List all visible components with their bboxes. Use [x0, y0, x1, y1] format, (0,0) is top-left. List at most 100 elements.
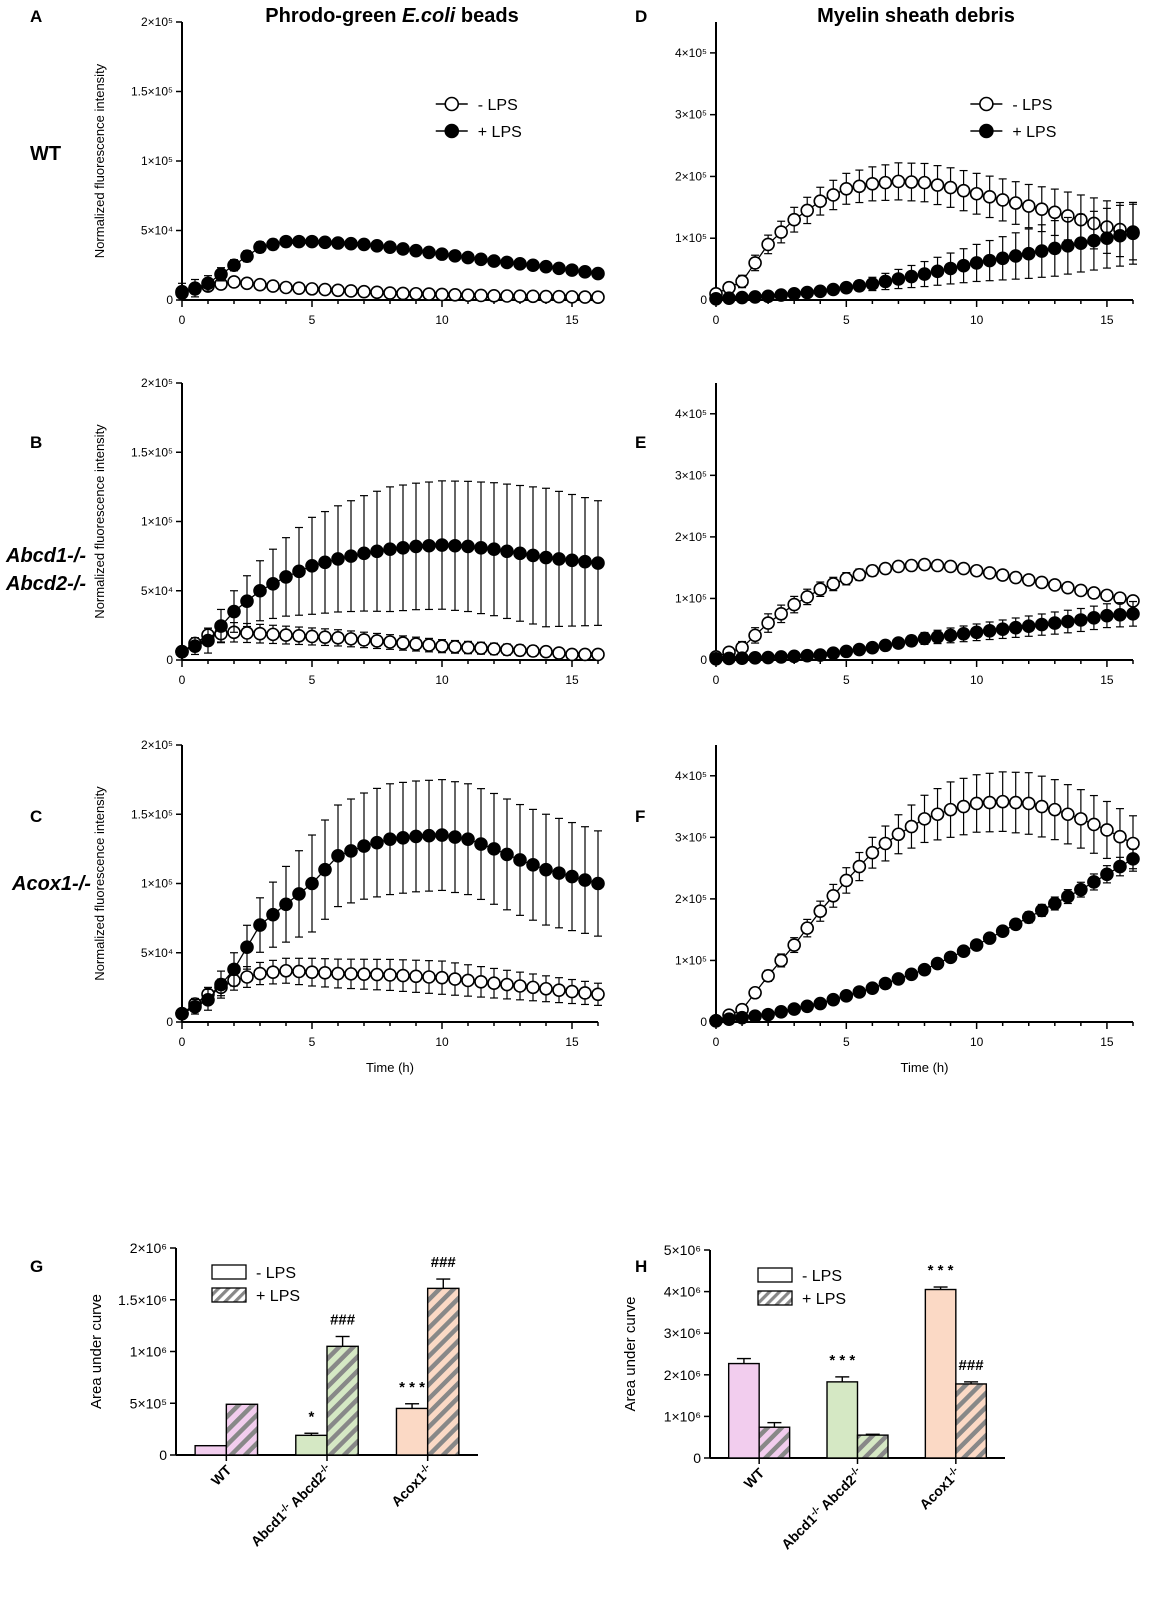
- x-tick-label: 5: [843, 313, 850, 327]
- panel-f: 0 1×10⁵ 2×10⁵ 3×10⁵ 4×10⁵ 0 5 10 15 Time (h): [675, 745, 1140, 1075]
- y-tick-label: 4×10⁵: [675, 407, 707, 421]
- significance-label: * * *: [399, 1379, 425, 1396]
- y-tick-label: 0: [166, 293, 173, 307]
- y-axis-label: Area under curve: [622, 1296, 639, 1411]
- data-point: [240, 940, 254, 955]
- data-point: [331, 966, 345, 981]
- data-point: [943, 559, 958, 574]
- data-point: [852, 985, 867, 999]
- category-label-part: Abcd2: [815, 1471, 859, 1515]
- data-point: [409, 286, 423, 301]
- data-point: [357, 546, 371, 561]
- y-tick-label: 1×10⁵: [675, 231, 707, 245]
- data-point: [1034, 799, 1049, 814]
- bar: [727, 1362, 760, 1459]
- series-minus-lps: [709, 771, 1140, 1028]
- data-point: [253, 583, 267, 598]
- data-point: [435, 538, 449, 552]
- data-point: [826, 282, 841, 297]
- data-point: [969, 256, 984, 270]
- data-point: [787, 1002, 801, 1016]
- data-point: [591, 266, 605, 281]
- x-tick-label: 10: [435, 1035, 449, 1049]
- data-point: [1126, 226, 1140, 241]
- data-point: [409, 243, 423, 258]
- legend-label: - LPS: [256, 1265, 296, 1282]
- data-point: [761, 237, 775, 252]
- y-tick-label: 3×10⁶: [664, 1325, 701, 1341]
- data-point: [474, 252, 488, 267]
- data-point: [1074, 882, 1088, 897]
- data-point: [982, 795, 997, 810]
- data-point: [448, 972, 462, 986]
- x-tick-label: 15: [565, 673, 579, 687]
- data-point: [578, 647, 592, 662]
- data-point: [487, 976, 501, 991]
- data-point: [396, 242, 410, 256]
- data-point: [266, 237, 280, 252]
- data-point: [943, 628, 958, 643]
- data-point: [227, 275, 241, 289]
- significance-label: *: [308, 1408, 314, 1425]
- panel-h: 0 1×10⁶ 2×10⁶ 3×10⁶ 4×10⁶ 5×10⁶ Area under cur…: [622, 1242, 1005, 1552]
- data-point: [943, 180, 958, 195]
- x-tick-label: 15: [565, 1035, 579, 1049]
- data-point: [396, 968, 410, 983]
- data-point: [500, 642, 514, 657]
- data-point: [383, 635, 397, 649]
- data-point: [1048, 578, 1062, 592]
- data-point: [1048, 241, 1062, 256]
- data-point: [774, 953, 788, 968]
- data-point: [1034, 575, 1049, 590]
- data-point: [722, 1012, 736, 1027]
- x-axis-label: Time (h): [901, 1060, 949, 1075]
- data-point: [969, 186, 984, 201]
- row-label-acox1: Acox1-/-: [11, 873, 91, 895]
- series-plus-lps: [175, 779, 605, 1021]
- series-plus-lps: [175, 234, 605, 301]
- data-point: [214, 977, 228, 992]
- data-point: [565, 290, 579, 304]
- data-point: [266, 965, 280, 979]
- data-point: [826, 577, 841, 591]
- data-point: [917, 557, 932, 572]
- data-point: [422, 970, 436, 984]
- data-point: [774, 225, 788, 239]
- data-point: [474, 288, 488, 303]
- data-point: [813, 904, 828, 919]
- data-point: [266, 279, 280, 293]
- x-tick-label: 0: [713, 313, 720, 327]
- significance-label: * * *: [928, 1262, 954, 1279]
- data-point: [370, 634, 384, 648]
- data-point: [552, 289, 566, 304]
- data-point: [344, 549, 358, 563]
- data-point: [279, 897, 293, 912]
- legend-marker: [444, 123, 460, 139]
- data-point: [253, 277, 267, 292]
- data-point: [578, 986, 592, 1000]
- data-point: [383, 968, 397, 982]
- data-point: [591, 876, 605, 891]
- data-point: [800, 590, 815, 604]
- data-point: [318, 966, 332, 980]
- series-plus-lps: [709, 600, 1140, 666]
- data-point: [344, 844, 358, 858]
- y-tick-label: 1×10⁶: [664, 1408, 701, 1424]
- data-point: [1100, 231, 1114, 246]
- data-point: [526, 289, 540, 304]
- series-plus-lps: [709, 848, 1140, 1028]
- data-point: [513, 643, 527, 658]
- legend-label: + LPS: [256, 1288, 300, 1305]
- data-point: [1126, 836, 1140, 851]
- category-label-part: WT: [741, 1464, 768, 1491]
- legend: - LPS + LPS: [970, 96, 1056, 141]
- data-point: [344, 284, 358, 298]
- x-tick-label: 15: [565, 313, 579, 327]
- data-point: [787, 287, 801, 301]
- data-point: [982, 566, 997, 580]
- data-point: [318, 862, 332, 877]
- data-point: [474, 975, 488, 989]
- data-point: [774, 1005, 788, 1019]
- data-point: [956, 561, 971, 576]
- data-point: [865, 277, 880, 291]
